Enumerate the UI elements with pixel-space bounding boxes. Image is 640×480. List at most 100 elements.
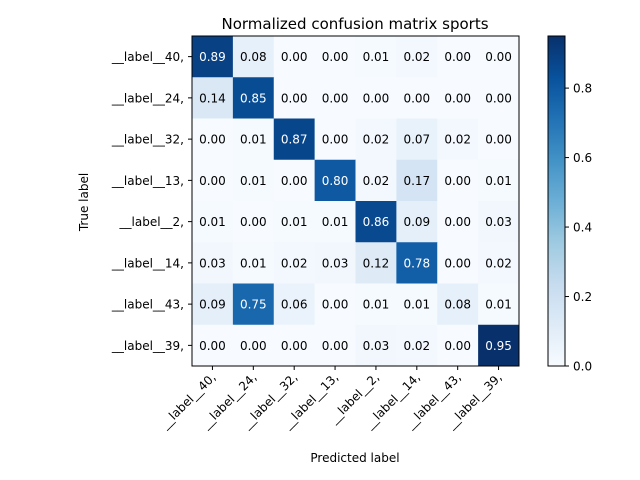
heatmap-cell bbox=[437, 324, 479, 367]
cell-value-label: 0.00 bbox=[281, 339, 308, 353]
cell-value-label: 0.00 bbox=[199, 339, 226, 353]
heatmap-cell bbox=[314, 36, 356, 78]
heatmap-cell bbox=[232, 283, 275, 326]
cell-value-label: 0.00 bbox=[281, 174, 308, 188]
cell-value-label: 0.08 bbox=[240, 50, 267, 64]
heatmap-cell bbox=[232, 201, 275, 243]
heatmap-cell bbox=[355, 283, 397, 326]
heatmap-cell bbox=[396, 242, 438, 284]
cell-value-label: 0.17 bbox=[403, 174, 430, 188]
heatmap-cell bbox=[273, 159, 316, 202]
cell-value-label: 0.00 bbox=[444, 256, 471, 270]
cell-value-label: 0.01 bbox=[240, 133, 267, 147]
cell-value-label: 0.03 bbox=[485, 215, 512, 229]
cell-value-label: 0.01 bbox=[363, 298, 390, 312]
cell-value-label: 0.00 bbox=[485, 50, 512, 64]
heatmap-cell bbox=[232, 159, 275, 202]
cell-value-label: 0.01 bbox=[281, 215, 308, 229]
heatmap-cell bbox=[192, 159, 234, 202]
heatmap-cell bbox=[232, 118, 275, 161]
cell-value-label: 0.00 bbox=[485, 133, 512, 147]
heatmap-cell bbox=[396, 77, 438, 119]
colorbar-tick-label: 0.2 bbox=[573, 290, 592, 304]
cell-value-label: 0.01 bbox=[199, 215, 226, 229]
heatmap-cell bbox=[314, 201, 356, 243]
heatmap-cell bbox=[314, 324, 356, 367]
heatmap-cell bbox=[478, 77, 520, 119]
heatmap-cell bbox=[478, 36, 520, 78]
cell-value-label: 0.02 bbox=[281, 256, 308, 270]
y-tick-label: __label__32, bbox=[111, 133, 184, 147]
heatmap-cell bbox=[355, 324, 397, 367]
colorbar-ticks: 0.0 0.2 0.4 0.6 0.8 bbox=[565, 82, 592, 374]
cell-value-label: 0.03 bbox=[363, 339, 390, 353]
heatmap-cell bbox=[192, 283, 234, 326]
cell-value-label: 0.01 bbox=[322, 215, 349, 229]
heatmap-cell bbox=[273, 324, 316, 367]
cell-value-label: 0.00 bbox=[322, 133, 349, 147]
heatmap-cell bbox=[396, 324, 438, 367]
cell-value-label: 0.75 bbox=[240, 298, 267, 312]
cell-value-label: 0.00 bbox=[444, 91, 471, 105]
cell-value-label: 0.02 bbox=[403, 339, 430, 353]
cell-value-label: 0.95 bbox=[485, 339, 512, 353]
heatmap-cell bbox=[478, 324, 520, 367]
y-tick-label: __label__39, bbox=[111, 339, 184, 353]
cell-value-label: 0.02 bbox=[485, 256, 512, 270]
heatmap-cell bbox=[437, 77, 479, 119]
cell-value-label: 0.00 bbox=[281, 50, 308, 64]
y-tick-label: __label__13, bbox=[111, 174, 184, 188]
cell-value-label: 0.00 bbox=[444, 215, 471, 229]
heatmap-cell bbox=[232, 242, 275, 284]
heatmap-cell bbox=[314, 77, 356, 119]
heatmap-cell bbox=[192, 324, 234, 367]
cell-value-label: 0.03 bbox=[322, 256, 349, 270]
heatmap-cell bbox=[314, 242, 356, 284]
heatmap-cell bbox=[355, 201, 397, 243]
heatmap-cell bbox=[232, 324, 275, 367]
heatmap-cell bbox=[273, 118, 316, 161]
heatmap-cell bbox=[437, 36, 479, 78]
y-axis-label: True label bbox=[77, 173, 91, 232]
cell-value-label: 0.14 bbox=[199, 91, 226, 105]
cell-value-label: 0.00 bbox=[485, 91, 512, 105]
heatmap-cell bbox=[355, 118, 397, 161]
y-tick-label: __label__40, bbox=[111, 50, 184, 64]
heatmap-cell bbox=[273, 201, 316, 243]
colorbar-tick-label: 0.0 bbox=[573, 360, 592, 374]
heatmap-cell bbox=[478, 283, 520, 326]
heatmap-cell bbox=[437, 242, 479, 284]
cell-value-label: 0.00 bbox=[322, 339, 349, 353]
cell-value-label: 0.08 bbox=[444, 298, 471, 312]
heatmap-cell bbox=[273, 77, 316, 119]
cell-value-label: 0.00 bbox=[444, 339, 471, 353]
cell-value-label: 0.78 bbox=[403, 256, 430, 270]
heatmap-cell bbox=[355, 159, 397, 202]
heatmap-cell bbox=[478, 201, 520, 243]
cell-value-label: 0.02 bbox=[444, 133, 471, 147]
cell-value-label: 0.00 bbox=[240, 215, 267, 229]
cell-value-label: 0.07 bbox=[403, 133, 430, 147]
heatmap-cell bbox=[273, 36, 316, 78]
cell-value-label: 0.02 bbox=[363, 174, 390, 188]
cell-value-label: 0.80 bbox=[322, 174, 349, 188]
heatmap-cell bbox=[355, 36, 397, 78]
heatmap-cell bbox=[478, 118, 520, 161]
heatmap-cell bbox=[273, 283, 316, 326]
heatmap-cell bbox=[355, 77, 397, 119]
cell-value-label: 0.00 bbox=[322, 298, 349, 312]
y-tick-label: __label__14, bbox=[111, 256, 184, 270]
colorbar-tick-label: 0.6 bbox=[573, 151, 592, 165]
cell-value-label: 0.03 bbox=[199, 256, 226, 270]
cell-value-label: 0.02 bbox=[403, 50, 430, 64]
y-tick-label: __label__43, bbox=[111, 298, 184, 312]
heatmap-cell bbox=[396, 159, 438, 202]
heatmap-cell bbox=[396, 201, 438, 243]
cell-value-label: 0.85 bbox=[240, 91, 267, 105]
heatmap-cell bbox=[232, 36, 275, 78]
heatmap-cell bbox=[192, 242, 234, 284]
heatmap-cell bbox=[192, 201, 234, 243]
cell-value-label: 0.02 bbox=[363, 133, 390, 147]
cell-value-label: 0.00 bbox=[322, 50, 349, 64]
heatmap-cell bbox=[314, 159, 356, 202]
